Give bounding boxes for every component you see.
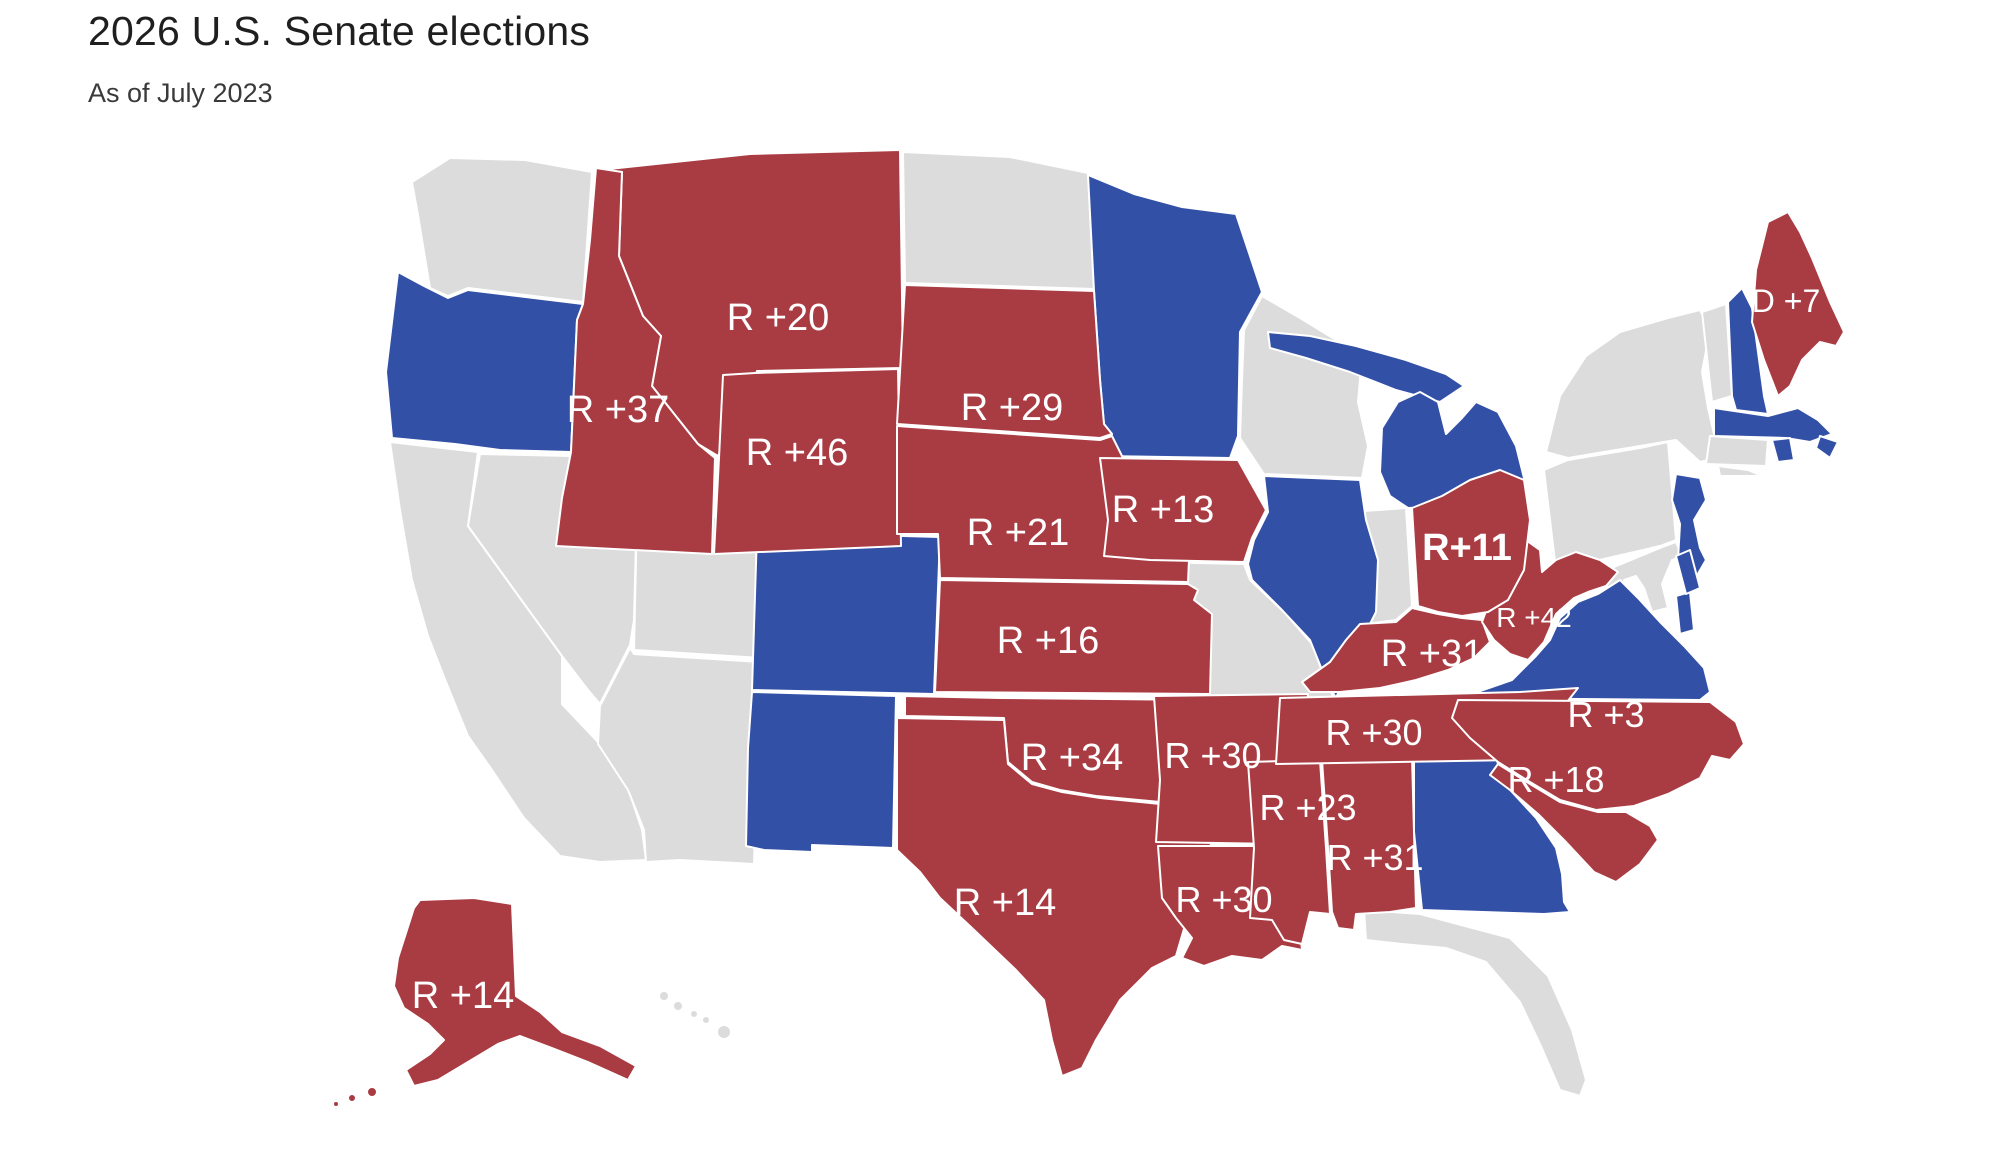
page-title: 2026 U.S. Senate elections <box>88 8 591 54</box>
state-margin-label-iowa: R +13 <box>1112 489 1214 531</box>
state-margin-label-ohio: R+11 <box>1422 527 1512 569</box>
state-north-carolina[interactable] <box>1451 699 1745 811</box>
state-hawaii[interactable] <box>701 1015 711 1025</box>
state-virginia[interactable] <box>1459 579 1711 701</box>
state-south-dakota[interactable] <box>896 284 1113 439</box>
state-margin-label-kansas: R +16 <box>997 620 1099 662</box>
state-hawaii[interactable] <box>716 1024 732 1040</box>
state-margin-label-arkansas: R +30 <box>1164 735 1261 776</box>
state-margin-label-south-carolina: R +18 <box>1507 759 1604 800</box>
state-wisconsin[interactable] <box>1239 295 1369 479</box>
state-ohio[interactable] <box>1411 469 1531 617</box>
state-north-dakota[interactable] <box>902 151 1095 290</box>
state-mississippi[interactable] <box>1247 759 1331 945</box>
state-margin-label-alabama: R +31 <box>1326 837 1423 878</box>
state-margin-label-west-virginia: R +42 <box>1496 602 1572 633</box>
state-washington[interactable] <box>411 157 593 303</box>
state-new-mexico[interactable] <box>745 691 897 853</box>
state-hawaii[interactable] <box>658 990 670 1002</box>
page-subtitle: As of July 2023 <box>88 78 273 108</box>
state-alabama[interactable] <box>1321 755 1417 931</box>
state-idaho[interactable] <box>555 167 716 555</box>
state-hawaii[interactable] <box>672 1000 684 1012</box>
state-south-carolina[interactable] <box>1489 763 1659 883</box>
state-virginia[interactable] <box>1675 591 1695 635</box>
state-margin-label-mississippi: R +23 <box>1259 787 1356 828</box>
state-new-hampshire[interactable] <box>1727 287 1769 415</box>
state-minnesota[interactable] <box>1087 174 1263 459</box>
state-alaska[interactable] <box>347 1093 357 1103</box>
state-florida[interactable] <box>1363 909 1587 1097</box>
state-margin-label-idaho: R +37 <box>567 389 669 431</box>
state-alaska[interactable] <box>332 1100 340 1108</box>
state-hawaii[interactable] <box>689 1009 699 1019</box>
state-margin-label-tennessee: R +30 <box>1325 712 1422 753</box>
state-iowa[interactable] <box>1099 457 1267 563</box>
state-new-york[interactable] <box>1545 309 1717 463</box>
state-margin-label-maine: D +7 <box>1752 283 1820 319</box>
state-texas[interactable] <box>896 717 1214 1077</box>
state-margin-label-kentucky: R +31 <box>1381 633 1483 675</box>
state-margin-label-north-carolina: R +3 <box>1567 694 1644 735</box>
state-connecticut[interactable] <box>1705 435 1769 467</box>
state-margin-label-south-dakota: R +29 <box>961 387 1063 429</box>
state-vermont[interactable] <box>1701 303 1733 403</box>
state-margin-label-texas: R +14 <box>954 882 1056 924</box>
state-rhode-island[interactable] <box>1771 437 1795 463</box>
state-michigan[interactable] <box>1267 331 1465 403</box>
state-alaska[interactable] <box>393 897 637 1087</box>
state-kansas[interactable] <box>934 579 1213 695</box>
state-massachusetts[interactable] <box>1815 435 1839 459</box>
state-margin-label-oklahoma: R +34 <box>1021 737 1123 779</box>
state-margin-label-louisiana: R +30 <box>1175 879 1272 920</box>
state-margin-label-alaska: R +14 <box>412 975 514 1017</box>
state-new-york[interactable] <box>1717 465 1763 477</box>
state-colorado[interactable] <box>751 531 941 695</box>
state-margin-label-wyoming: R +46 <box>746 432 848 474</box>
state-alaska[interactable] <box>366 1086 378 1098</box>
state-massachusetts[interactable] <box>1713 407 1833 443</box>
state-margin-label-nebraska: R +21 <box>967 512 1069 554</box>
state-margin-label-montana: R +20 <box>727 297 829 339</box>
state-maine[interactable] <box>1751 211 1845 397</box>
state-wyoming[interactable] <box>713 368 902 555</box>
state-delaware[interactable] <box>1675 549 1701 595</box>
